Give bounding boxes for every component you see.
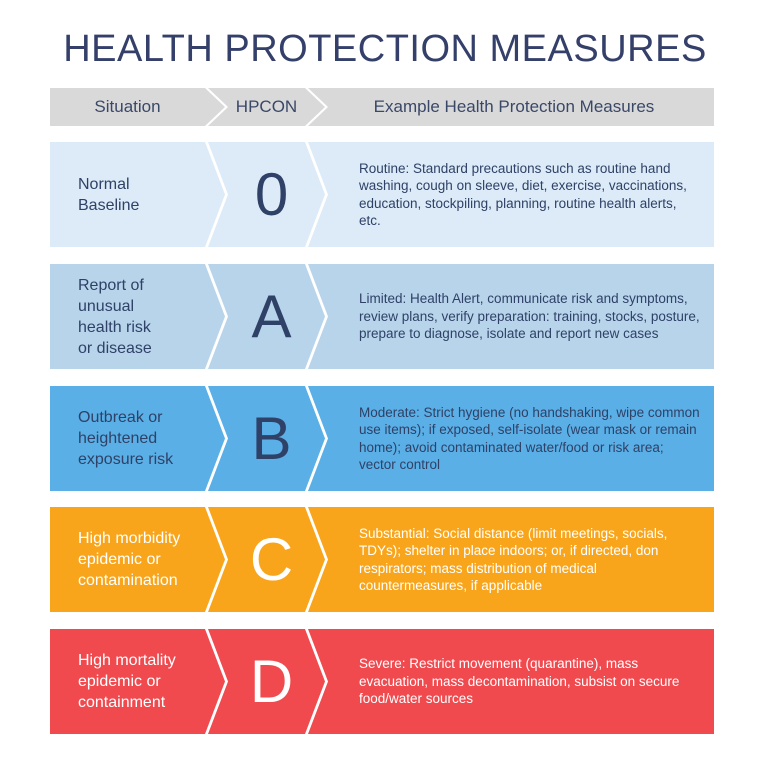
measures-cell: Routine: Standard precautions such as ro… — [308, 142, 714, 247]
hpcon-code: C — [249, 526, 294, 593]
header-situation: Situation — [50, 88, 225, 126]
header-hpcon: HPCON — [208, 88, 325, 126]
table-header: Situation HPCON Example Health Protectio… — [50, 88, 714, 126]
hpcon-cell: D — [208, 629, 325, 734]
situation-cell: High mortality epidemic or containment — [50, 629, 225, 734]
measures-text: Routine: Standard precautions such as ro… — [359, 160, 687, 229]
hpcon-code: B — [251, 405, 292, 472]
situation-text: Report of unusual health risk or disease — [78, 276, 152, 357]
hpcon-cell: C — [208, 507, 325, 612]
measures-text: Limited: Health Alert, communicate risk … — [359, 291, 700, 342]
level-row: High mortality epidemic or containment D… — [50, 629, 714, 734]
header-situation-label: Situation — [94, 97, 161, 116]
measures-text: Severe: Restrict movement (quarantine), … — [359, 656, 680, 707]
measures-cell: Severe: Restrict movement (quarantine), … — [308, 629, 714, 734]
level-row: Report of unusual health risk or disease… — [50, 264, 714, 369]
hpcon-code: A — [251, 283, 292, 350]
hpcon-cell: 0 — [208, 142, 325, 247]
situation-text: High mortality epidemic or containment — [78, 652, 176, 711]
situation-cell: Normal Baseline — [50, 142, 225, 247]
level-row: High morbidity epidemic or contamination… — [50, 507, 714, 612]
hpcon-code: 0 — [254, 161, 289, 228]
measures-cell: Substantial: Social distance (limit meet… — [308, 507, 714, 612]
measures-text: Moderate: Strict hygiene (no handshaking… — [359, 404, 700, 473]
hpcon-code: D — [249, 648, 294, 715]
measures-cell: Moderate: Strict hygiene (no handshaking… — [308, 386, 714, 491]
measures-text: Substantial: Social distance (limit meet… — [359, 525, 668, 594]
situation-text: High morbidity epidemic or contamination — [78, 530, 181, 589]
hpcon-cell: A — [208, 264, 325, 369]
situation-text: Normal Baseline — [78, 175, 140, 214]
situation-text: Outbreak or heightened exposure risk — [78, 409, 174, 468]
page-title: HEALTH PROTECTION MEASURES — [63, 28, 707, 70]
level-row: Outbreak or heightened exposure risk B M… — [50, 386, 714, 491]
header-measures: Example Health Protection Measures — [308, 88, 714, 126]
measures-cell: Limited: Health Alert, communicate risk … — [308, 264, 714, 369]
situation-cell: Outbreak or heightened exposure risk — [50, 386, 225, 491]
situation-cell: High morbidity epidemic or contamination — [50, 507, 225, 612]
situation-cell: Report of unusual health risk or disease — [50, 264, 225, 369]
hpcon-cell: B — [208, 386, 325, 491]
level-row: Normal Baseline 0 Routine: Standard prec… — [50, 142, 714, 247]
